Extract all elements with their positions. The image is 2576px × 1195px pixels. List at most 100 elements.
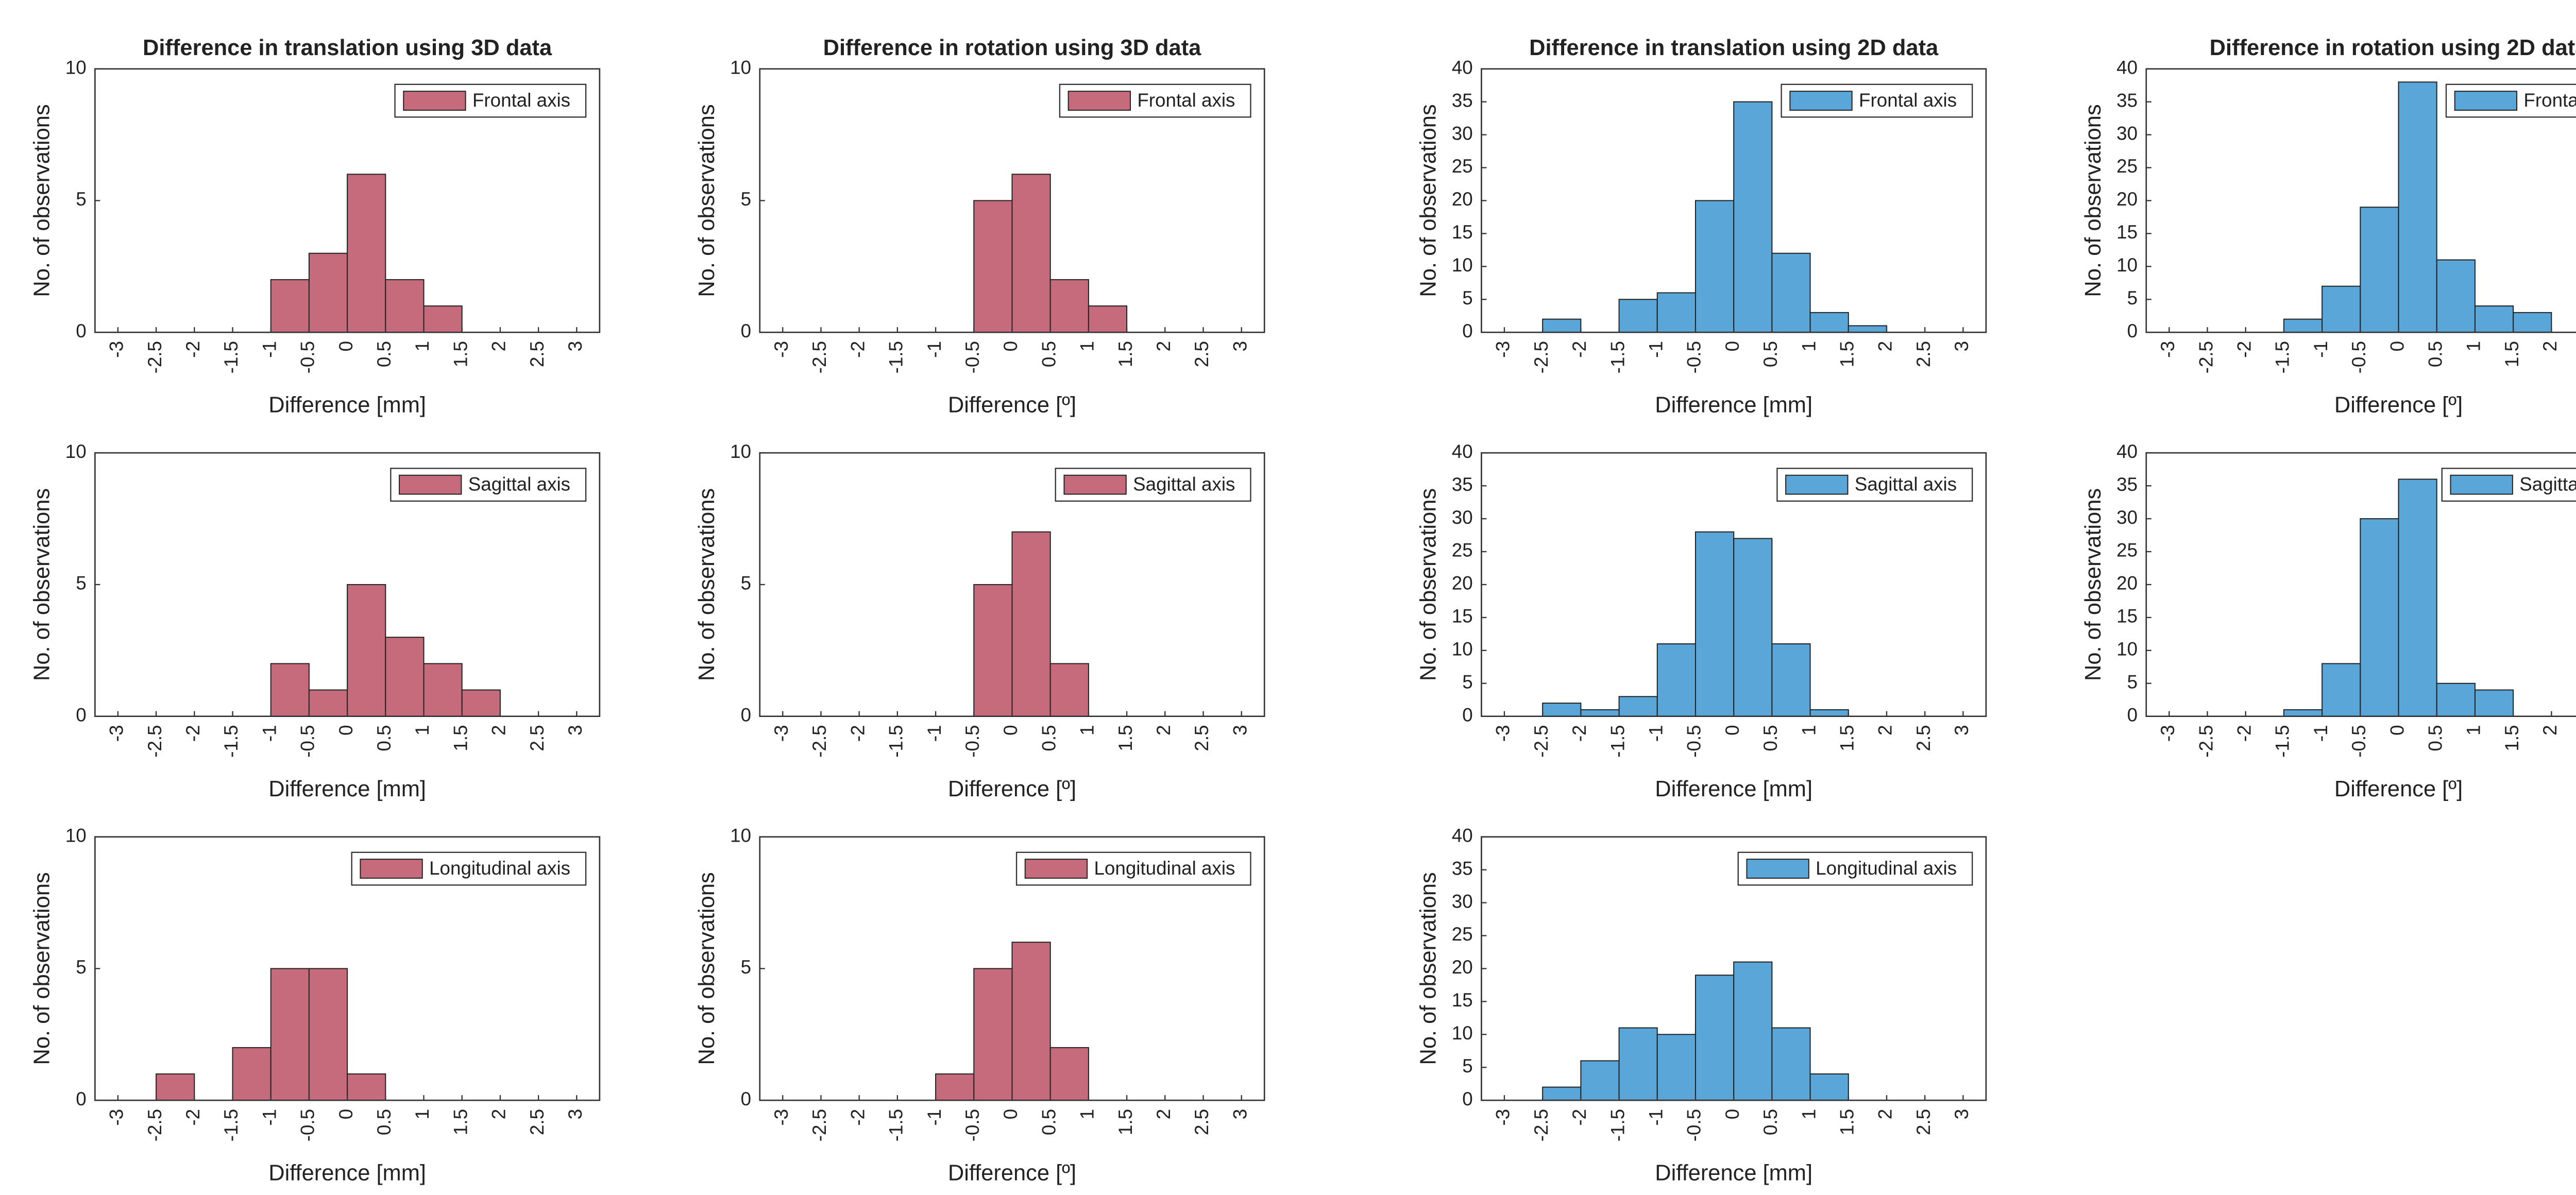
- x-tick-label: -0.5: [1684, 1109, 1705, 1141]
- histogram-bar: [1809, 1073, 1849, 1101]
- x-tick-label: -1: [1645, 725, 1666, 742]
- legend-swatch: [2454, 91, 2518, 111]
- histogram-bar: [2321, 285, 2361, 333]
- x-tick-label: 1.5: [1837, 1109, 1858, 1135]
- x-tick-label: 2.5: [527, 1109, 548, 1135]
- histogram-bar: [1542, 318, 1582, 333]
- x-tick-label: 1.5: [1115, 341, 1136, 367]
- x-tick-label: 1: [1077, 725, 1098, 735]
- histogram-bar: [156, 1073, 195, 1101]
- legend: Frontal axis: [1059, 83, 1251, 118]
- histogram-bar: [385, 279, 425, 333]
- y-tick-label: 15: [1452, 606, 1473, 627]
- legend-label: Sagittal axis: [2519, 473, 2576, 494]
- y-tick-label: 10: [1452, 1022, 1473, 1044]
- x-tick-label: -1.5: [1607, 1109, 1628, 1141]
- histogram-bar: [1809, 709, 1849, 717]
- legend-label: Longitudinal axis: [429, 858, 570, 879]
- x-tick-label: 0: [335, 725, 357, 735]
- legend-swatch: [360, 859, 423, 879]
- x-tick-label: 3: [565, 725, 586, 735]
- histogram-bar: [308, 252, 348, 333]
- histogram-bar: [2321, 663, 2361, 717]
- histogram-bar: [1656, 292, 1696, 333]
- x-tick-label: 1: [1077, 341, 1098, 351]
- y-axis-label: No. of observations: [694, 872, 719, 1065]
- legend: Frontal axis: [1781, 83, 1973, 118]
- x-tick-label: -1.5: [2272, 725, 2293, 757]
- x-tick-label: 2: [1153, 1109, 1174, 1119]
- histogram-bar: [1694, 200, 1735, 333]
- legend-swatch: [1024, 859, 1088, 879]
- legend: Sagittal axis: [1776, 468, 1973, 502]
- histogram-bar: [1011, 531, 1051, 717]
- y-axis-label: No. of observations: [30, 488, 55, 681]
- y-tick-label: 5: [76, 957, 86, 978]
- y-tick-label: 5: [1462, 671, 1472, 692]
- x-tick-label: 3: [565, 1109, 586, 1119]
- y-tick-label: 5: [76, 573, 86, 594]
- x-tick-label: 3: [565, 341, 586, 351]
- x-tick-label: -1.5: [2272, 341, 2293, 373]
- x-tick-label: 0.5: [374, 1109, 395, 1135]
- y-tick-label: 35: [1452, 474, 1473, 495]
- histogram-bar: [1694, 531, 1735, 717]
- x-tick-label: 2: [488, 1109, 510, 1119]
- x-tick-label: 1.5: [1115, 725, 1136, 751]
- x-tick-label: 1.5: [1115, 1109, 1136, 1135]
- histogram-bar: [1656, 643, 1696, 717]
- x-tick-label: -3: [2157, 341, 2178, 358]
- x-tick-label: -2.5: [1531, 725, 1552, 757]
- x-tick-label: 1.5: [1837, 725, 1858, 751]
- y-tick-label: 20: [2116, 189, 2138, 210]
- x-tick-label: -1: [924, 341, 945, 358]
- x-tick-label: -1.5: [221, 1109, 242, 1141]
- histogram-bar: [1771, 643, 1811, 717]
- x-tick-label: 0.5: [374, 725, 395, 751]
- histogram-bar: [1771, 1027, 1811, 1101]
- histogram-bar: [2360, 518, 2399, 717]
- legend: Frontal axis: [394, 83, 587, 118]
- x-tick-label: 0.5: [2425, 341, 2446, 367]
- y-tick-label: 0: [76, 320, 86, 342]
- y-tick-label: 20: [1452, 957, 1473, 978]
- y-tick-label: 0: [76, 704, 86, 725]
- x-tick-label: 0.5: [1038, 725, 1059, 751]
- y-tick-label: 0: [1462, 1088, 1472, 1109]
- x-tick-label: 2: [1153, 341, 1174, 351]
- x-tick-label: -3: [1493, 725, 1514, 742]
- x-tick-label: -2: [847, 1109, 868, 1126]
- histogram-bar: [1011, 174, 1051, 333]
- x-axis-label: Difference [º]: [2334, 392, 2463, 417]
- histogram-bar: [232, 1047, 272, 1101]
- x-tick-label: -0.5: [1684, 341, 1705, 373]
- x-tick-label: 1: [2463, 725, 2484, 735]
- y-tick-label: 0: [1462, 704, 1472, 725]
- x-tick-label: -3: [771, 725, 792, 742]
- x-tick-label: 1: [412, 341, 433, 351]
- y-tick-label: 10: [730, 57, 751, 78]
- x-tick-label: -3: [771, 1109, 792, 1126]
- x-tick-label: -2.5: [1531, 341, 1552, 373]
- x-tick-label: 1: [1798, 725, 1819, 735]
- x-tick-label: -1.5: [221, 341, 242, 373]
- histogram-bar: [1618, 299, 1658, 333]
- x-tick-label: 2: [2539, 341, 2561, 351]
- histogram-bar: [1733, 961, 1773, 1101]
- histogram-bar: [423, 305, 463, 333]
- legend-label: Longitudinal axis: [1094, 858, 1235, 879]
- x-tick-label: 0.5: [1038, 341, 1059, 367]
- x-tick-label: -2: [182, 1109, 204, 1126]
- y-tick-label: 0: [2127, 320, 2138, 342]
- x-tick-label: 1: [1798, 341, 1819, 351]
- legend-label: Frontal axis: [1137, 90, 1235, 111]
- x-tick-label: -1.5: [886, 725, 907, 757]
- histogram-bar: [1809, 312, 1849, 333]
- y-tick-label: 5: [1462, 287, 1472, 309]
- chart-panel: -3 -2.5 -2 -1.5 -1 -0.5 0 0.5 1 1.5 2 2.5 3 0 5 10 Diffe…: [694, 441, 1265, 801]
- legend-swatch: [1063, 474, 1127, 495]
- histogram-bar: [270, 279, 310, 333]
- histogram-bar: [347, 1073, 386, 1101]
- x-tick-label: 0: [335, 341, 357, 351]
- x-tick-label: -1.5: [221, 725, 242, 757]
